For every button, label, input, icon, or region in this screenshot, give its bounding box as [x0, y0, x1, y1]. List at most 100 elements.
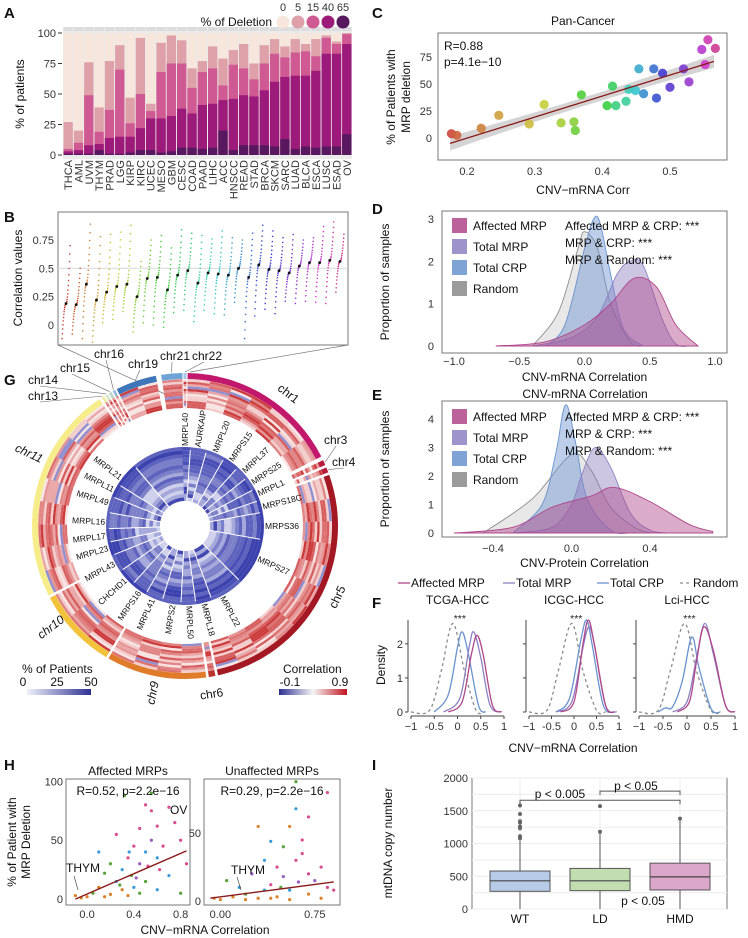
data-point: [89, 231, 91, 234]
correlation-heat-cell: [228, 396, 249, 407]
patient-heat-cell: [164, 591, 182, 598]
bar-segment-40: [156, 118, 166, 155]
correlation-heat-cell: [272, 619, 291, 637]
data-point: [68, 267, 70, 270]
data-point: [148, 268, 150, 271]
correlation-heat-cell: [156, 667, 182, 673]
correlation-heat-cell: [57, 437, 73, 459]
correlation-heat-cell: [311, 563, 322, 586]
correlation-heat-cell: [248, 402, 268, 416]
data-point: [86, 279, 89, 281]
sector-divider: [122, 539, 166, 571]
sector-divider: [208, 529, 260, 540]
correlation-heat-cell: [69, 615, 90, 637]
patient-heat-cell: [218, 486, 228, 496]
patient-heat-cell: [151, 560, 162, 570]
x-axis-label: CNV−mRNA Corr: [536, 183, 630, 197]
data-point: [320, 253, 323, 256]
significance-annotation: Affected MRP & CRP: ***: [565, 410, 700, 424]
correlation-heat-cell: [207, 667, 215, 671]
correlation-heat-cell: [318, 477, 327, 500]
patient-heat-cell: [223, 480, 234, 491]
x-tick-label: CESC: [177, 160, 189, 191]
data-point: [220, 247, 223, 249]
correlation-heat-cell: [304, 522, 308, 541]
data-point: [302, 242, 304, 245]
patient-heat-cell: [148, 468, 184, 485]
y-axis-label: % of patients: [13, 59, 27, 128]
patient-heat-cell: [152, 578, 168, 588]
patient-heat-cell: [186, 497, 193, 502]
patient-heat-cell: [170, 570, 183, 577]
data-point: [276, 274, 279, 277]
data-point: [173, 820, 177, 825]
data-point: [66, 296, 69, 298]
data-point: [119, 246, 121, 248]
correlation-heat-cell: [244, 617, 261, 631]
correlation-heat-cell: [275, 623, 294, 641]
data-point: [236, 273, 238, 275]
data-point: [291, 248, 294, 251]
correlation-heat-cell: [181, 642, 202, 647]
data-point: [88, 247, 91, 249]
patient-heat-cell: [138, 454, 183, 474]
correlation-heat-cell: [72, 422, 90, 441]
patient-heat-cell: [187, 486, 196, 492]
gene-label: MRPL40: [180, 413, 190, 446]
data-point: [92, 324, 95, 327]
x-tick-label: LUAD: [290, 160, 302, 189]
facet-strip: [311, 27, 321, 31]
data-point: [320, 255, 323, 258]
patient-heat-cell: [190, 563, 200, 569]
patient-heat-cell: [121, 538, 129, 551]
correlation-heat-cell: [211, 638, 230, 646]
density-line: [410, 622, 486, 715]
x-tick-label: ESCA: [311, 159, 323, 190]
bar-segment-65: [238, 145, 249, 155]
data-point: [266, 273, 269, 275]
patient-heat-cell: [153, 531, 159, 539]
correlation-heat-cell: [109, 401, 114, 405]
patient-heat-cell: [135, 544, 144, 557]
data-point: [198, 276, 201, 279]
correlation-heat-cell: [260, 606, 276, 622]
correlation-heat-cell: [112, 397, 116, 401]
data-point: [133, 309, 136, 312]
correlation-heat-cell: [298, 478, 303, 483]
correlation-heat-cell: [286, 601, 302, 620]
bar-segment-40: [311, 70, 321, 155]
data-point: [98, 267, 101, 270]
data-point: [301, 254, 303, 257]
data-point: [134, 301, 137, 304]
density-area: [531, 231, 644, 347]
correlation-heat-cell: [292, 558, 301, 577]
correlation-heat-cell: [270, 407, 290, 425]
correlation-heat-cell: [226, 400, 247, 411]
correlation-heat-cell: [314, 542, 322, 564]
patient-heat-cell: [135, 497, 143, 508]
patient-heat-cell: [188, 468, 201, 475]
correlation-heat-cell: [205, 653, 212, 657]
correlation-heat-cell: [50, 458, 63, 481]
panel-label-f: F: [372, 595, 381, 612]
patient-heat-cell: [167, 580, 182, 587]
data-point: [149, 809, 153, 813]
correlation-heat-cell: [181, 664, 205, 668]
correlation-heat-cell: [300, 470, 305, 476]
correlation-heat-cell: [121, 391, 141, 402]
data-point: [270, 256, 272, 259]
data-point: [269, 266, 271, 268]
data-point: [144, 291, 146, 293]
stat-r: R=0.88: [444, 39, 483, 53]
y-tick-label: 1: [428, 500, 434, 512]
data-point: [317, 264, 320, 267]
correlation-heat-cell: [70, 446, 84, 466]
correlation-heat-cell: [300, 503, 306, 523]
data-point: [154, 291, 156, 293]
y-axis-label: Density: [374, 645, 388, 685]
y-axis-label: % of Patients with: [384, 49, 398, 144]
data-point: [289, 269, 292, 272]
correlation-heat-cell: [54, 482, 63, 504]
data-point: [234, 288, 237, 290]
correlation-heat-cell: [100, 424, 118, 439]
